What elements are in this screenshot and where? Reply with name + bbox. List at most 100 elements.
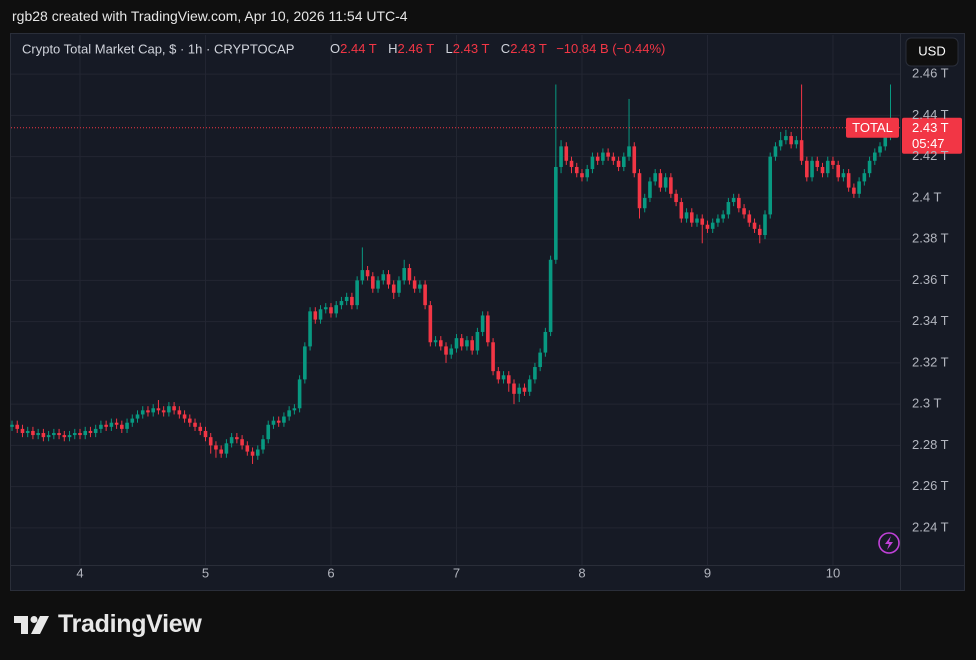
candle-body <box>470 340 474 351</box>
candle-body <box>219 449 223 454</box>
candle-body <box>799 140 804 161</box>
candle-body <box>611 156 616 161</box>
candle-body <box>454 338 459 349</box>
currency-button-label[interactable]: USD <box>918 43 945 58</box>
candle-body <box>88 430 93 434</box>
candle-body <box>245 445 250 452</box>
candle-body <box>297 379 302 409</box>
candle-body <box>710 222 715 229</box>
candle-body <box>344 296 349 302</box>
candle-body <box>648 181 652 198</box>
candle-body <box>276 420 281 423</box>
y-tick-label: 2.3 T <box>912 396 941 411</box>
candle-body <box>407 268 412 281</box>
candle-body <box>559 146 563 167</box>
candle-body <box>752 222 757 229</box>
candle-body <box>496 371 501 380</box>
candle-body <box>62 435 67 438</box>
candle-body <box>627 146 631 157</box>
candle-body <box>742 208 746 215</box>
candle-body <box>606 152 610 157</box>
legend-key: H <box>388 41 397 56</box>
candle-body <box>679 202 684 219</box>
candle-body <box>57 433 61 436</box>
candle-body <box>768 156 773 215</box>
candle-body <box>282 416 286 423</box>
candle-body <box>674 193 678 203</box>
currency-button-bg[interactable] <box>905 37 959 67</box>
candles <box>10 84 893 464</box>
candle-body <box>595 156 600 161</box>
candle-body <box>805 160 809 178</box>
candle-body <box>350 296 354 306</box>
candle-body <box>773 146 778 157</box>
candle-body <box>554 166 558 260</box>
candle-body <box>20 428 25 434</box>
candle-body <box>747 214 752 223</box>
candle-body <box>167 406 171 413</box>
candle-body <box>433 340 438 343</box>
candle-body <box>130 418 135 423</box>
y-tick-label: 2.28 T <box>912 437 949 452</box>
brand-name: TradingView <box>58 610 202 638</box>
candle-body <box>339 301 344 306</box>
legend-key: C <box>501 41 510 56</box>
y-tick-label: 2.42 T <box>912 148 949 163</box>
candle-body <box>533 367 537 380</box>
candle-body <box>214 445 218 450</box>
candle-body <box>480 315 485 332</box>
candle-body <box>329 307 333 314</box>
candle-body <box>250 451 255 456</box>
logo-part <box>14 615 28 634</box>
candle-body <box>862 173 867 182</box>
candle-body <box>391 284 396 293</box>
candle-body <box>784 136 788 141</box>
candle-body <box>120 424 124 429</box>
candle-body <box>522 387 527 392</box>
legend-value: 2.44 T <box>340 41 377 56</box>
candle-body <box>580 173 584 178</box>
candle-body <box>721 214 725 219</box>
candle-body <box>318 309 323 320</box>
candle-body <box>820 166 825 174</box>
candle-body <box>465 340 469 347</box>
candle-body <box>104 424 108 427</box>
candle-body <box>590 156 595 170</box>
candle-body <box>412 280 417 289</box>
candle-body <box>564 146 569 161</box>
candle-body <box>486 315 490 343</box>
candle-body <box>135 414 140 419</box>
candle-body <box>114 422 119 425</box>
currency-button[interactable]: USD <box>905 37 959 67</box>
candle-body <box>506 375 511 384</box>
tag-price-bg <box>902 117 962 154</box>
icon-ring[interactable] <box>878 532 900 554</box>
candle-body <box>438 340 443 347</box>
candle-body <box>15 424 20 429</box>
candle-body <box>825 160 830 174</box>
lightning-icon[interactable] <box>878 532 900 554</box>
candle-body <box>637 173 642 209</box>
candle-body <box>642 197 647 209</box>
candle-body <box>381 274 386 281</box>
candle-body <box>622 156 626 167</box>
candle-body <box>334 305 339 314</box>
y-tick-label: 2.34 T <box>912 313 949 328</box>
candle-body <box>428 305 433 343</box>
y-tick-label: 2.32 T <box>912 354 949 369</box>
candle-body <box>83 430 88 436</box>
candle-body <box>93 428 98 434</box>
candle-body <box>543 331 548 353</box>
y-tick-label: 2.46 T <box>912 66 949 81</box>
candle-body <box>517 387 522 394</box>
candle-body <box>151 408 155 413</box>
candle-body <box>208 437 213 446</box>
y-tick-label: 2.26 T <box>912 478 949 493</box>
candle-body <box>548 259 553 332</box>
x-tick-label: 4 <box>76 565 83 580</box>
legend-key: O <box>330 41 340 56</box>
candle-body <box>653 173 657 182</box>
candle-body <box>574 166 579 174</box>
icon-bolt[interactable] <box>885 536 893 550</box>
